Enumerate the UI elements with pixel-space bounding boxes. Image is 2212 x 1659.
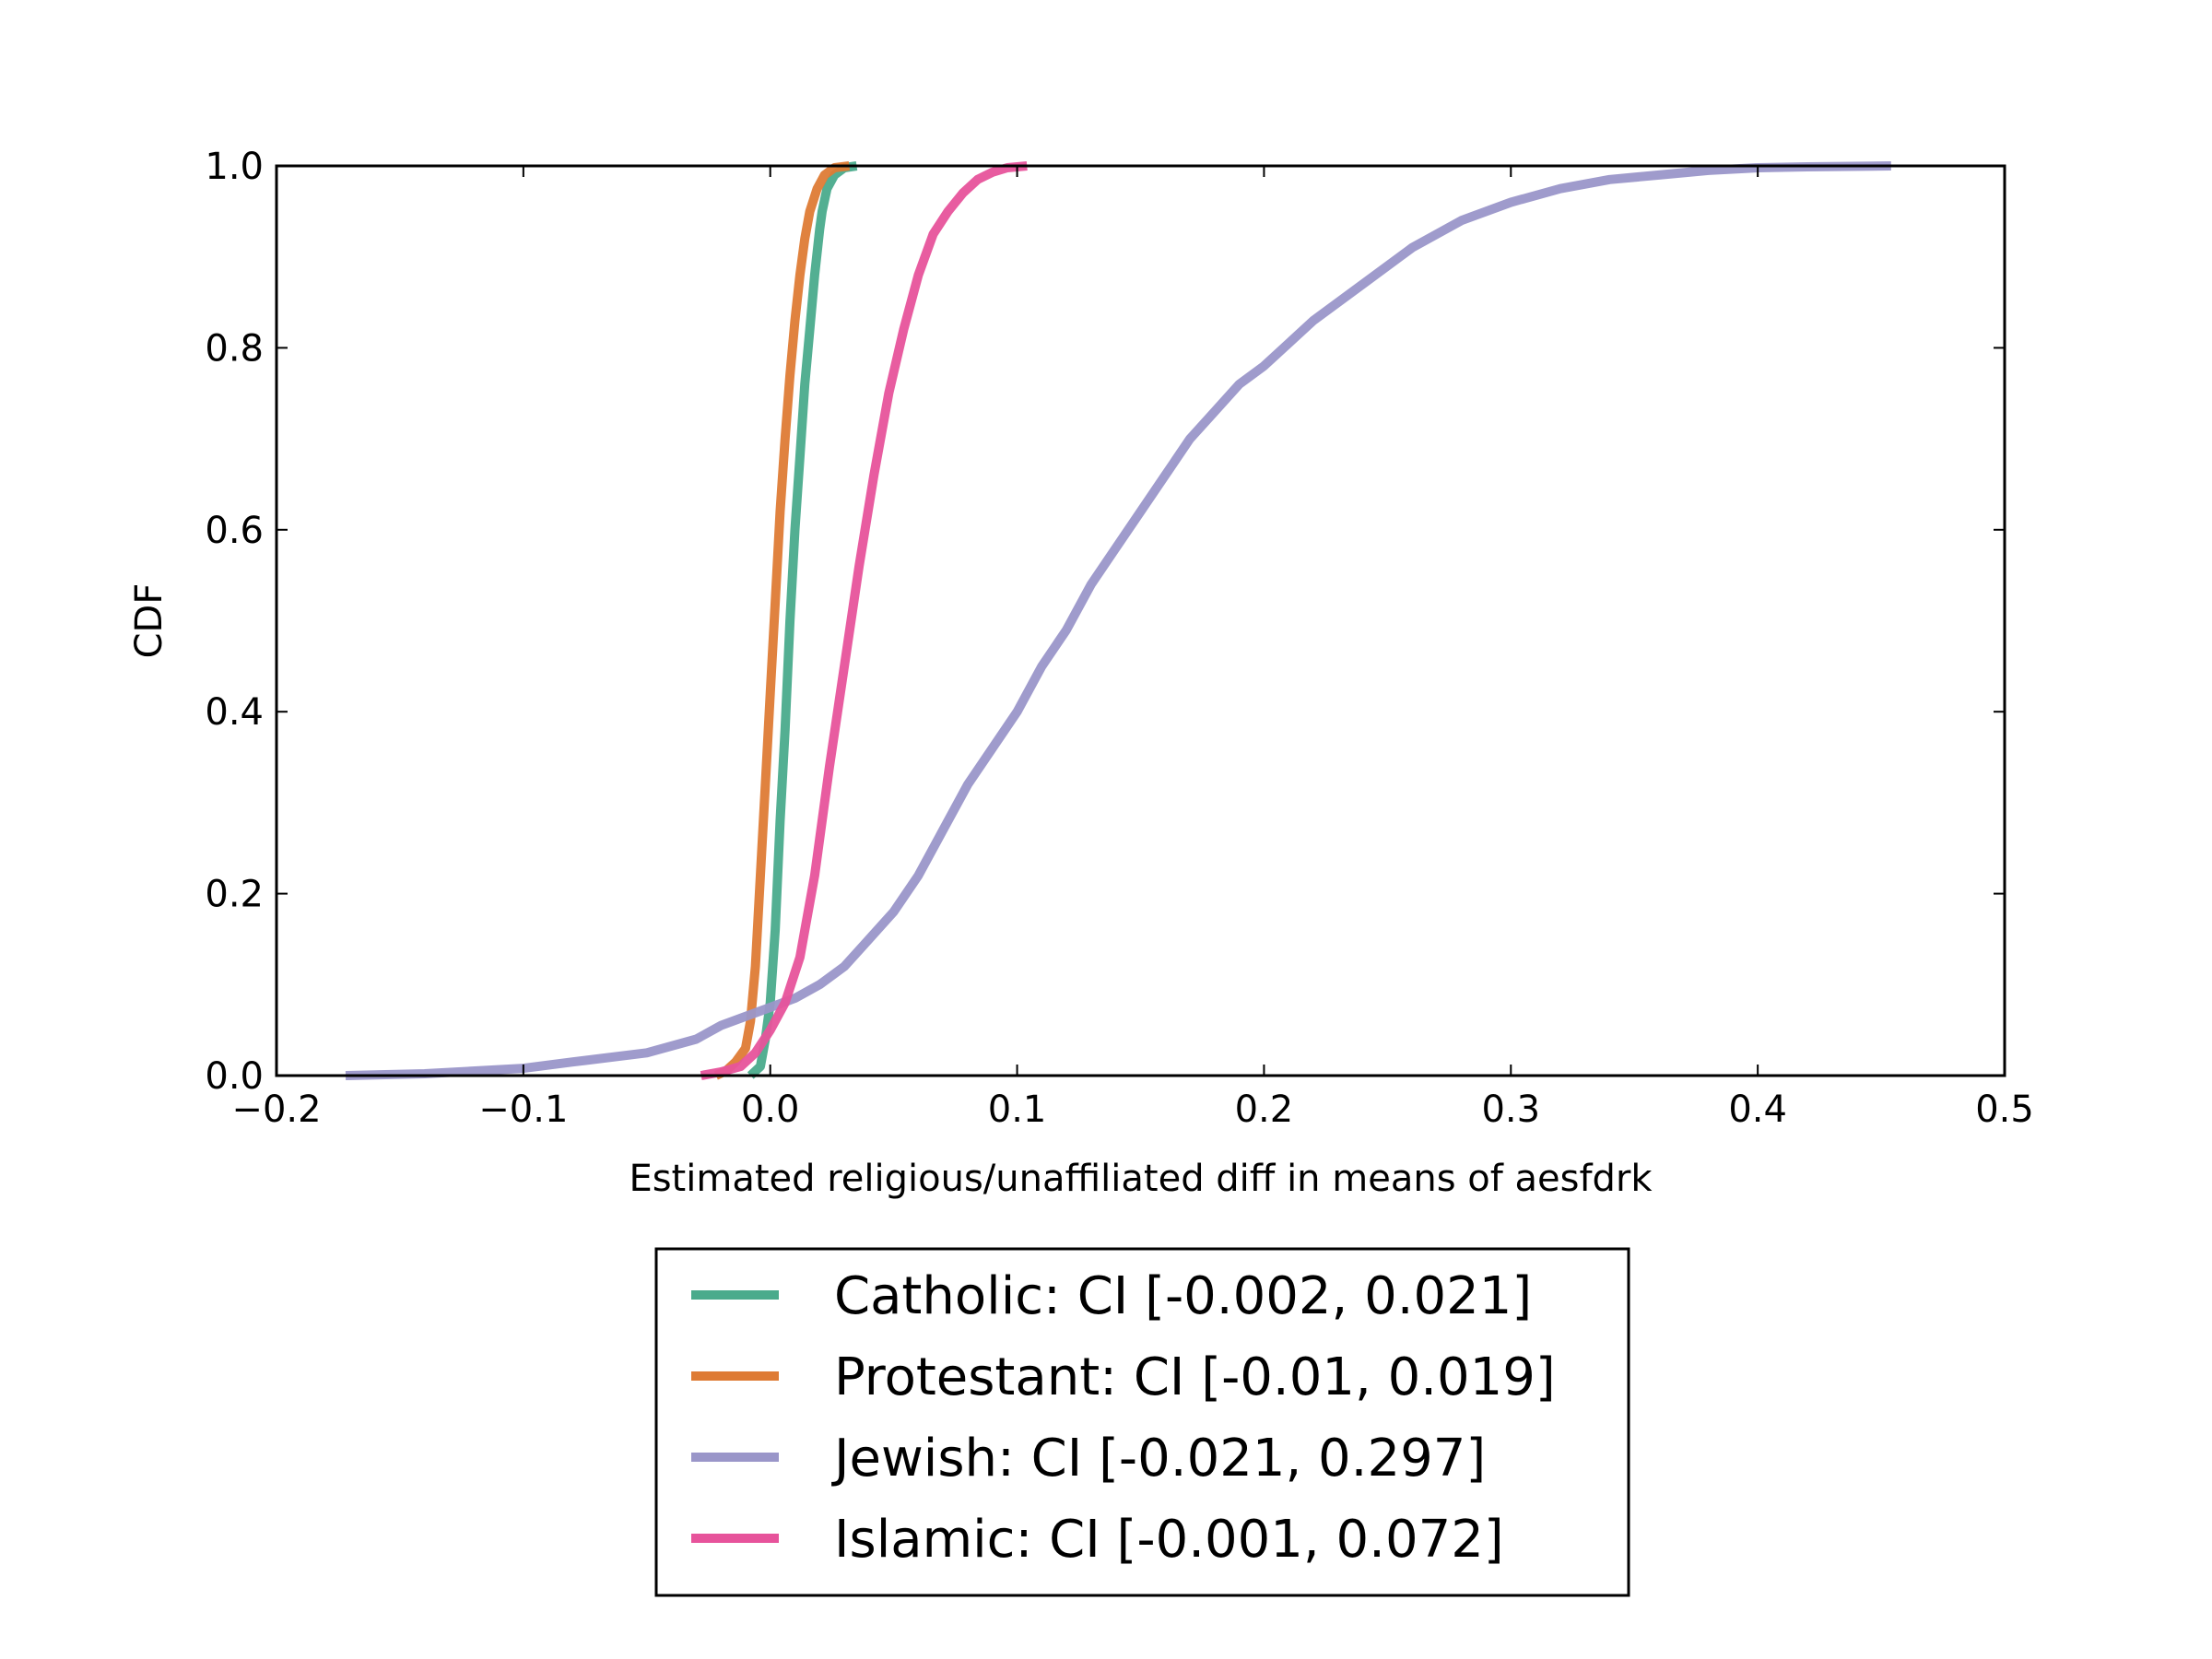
y-tick-label: 0.2 — [205, 874, 264, 916]
legend: Catholic: CI [-0.002, 0.021] Protestant: … — [654, 1247, 1630, 1597]
axis-ticks: −0.2 −0.1 0.0 0.1 0.2 0.3 0.4 0.5 0.0 0.2 0.4 0.6 0.… — [205, 146, 2033, 1131]
y-tick-label: 0.4 — [205, 691, 264, 734]
x-tick-label: 0.0 — [741, 1088, 800, 1131]
legend-box — [654, 1247, 1630, 1597]
y-axis-label: CDF — [128, 583, 171, 659]
x-tick-label: 0.1 — [988, 1088, 1047, 1131]
series-line-2 — [345, 161, 1891, 1080]
y-tick-label: 0.6 — [205, 510, 264, 552]
x-tick-label: 0.2 — [1235, 1088, 1294, 1131]
legend-label-1: Protestant: CI [-0.01, 0.019] — [834, 1347, 1556, 1407]
legend-label-0: Catholic: CI [-0.002, 0.021] — [834, 1266, 1532, 1326]
series-line-3 — [700, 161, 1028, 1080]
x-tick-label: 0.5 — [1975, 1088, 2034, 1131]
x-axis-label: Estimated religious/unaffiliated diff in… — [629, 1158, 1653, 1200]
legend-label-3: Islamic: CI [-0.001, 0.072] — [834, 1510, 1504, 1570]
x-tick-label: −0.1 — [478, 1088, 568, 1131]
legend-label-2: Jewish: CI [-0.021, 0.297] — [831, 1429, 1486, 1488]
y-tick-label: 0.8 — [205, 327, 264, 370]
plot-frame — [275, 164, 2006, 1077]
x-tick-label: −0.2 — [231, 1088, 321, 1131]
plot-lines — [345, 161, 1891, 1080]
series-line-1 — [713, 161, 851, 1080]
y-tick-label: 1.0 — [205, 146, 264, 188]
x-tick-label: 0.4 — [1728, 1088, 1787, 1131]
x-tick-label: 0.3 — [1481, 1088, 1540, 1131]
y-tick-label: 0.0 — [205, 1055, 264, 1098]
